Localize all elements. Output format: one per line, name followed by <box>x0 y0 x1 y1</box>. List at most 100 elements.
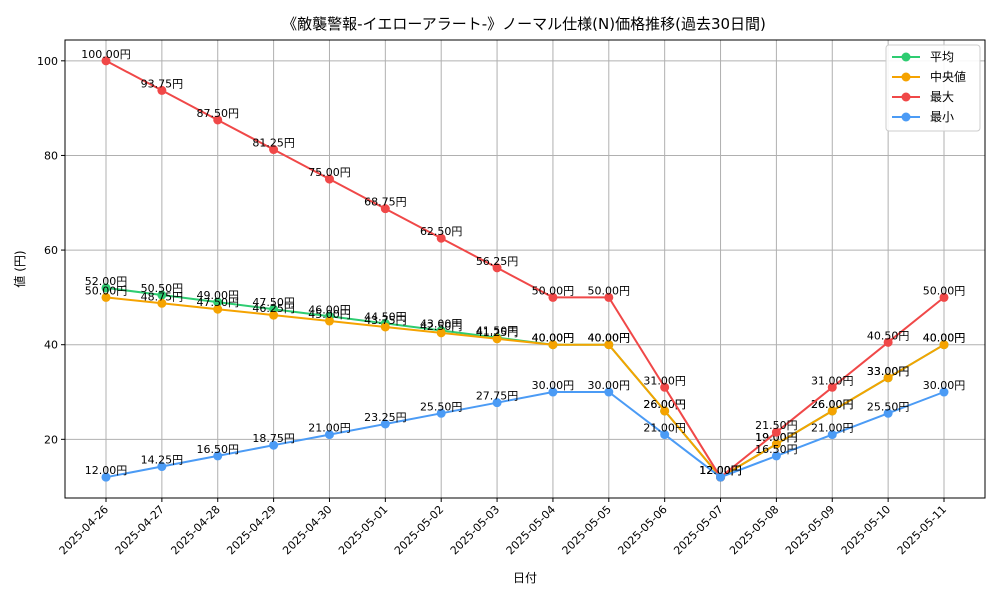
data-point <box>660 382 670 392</box>
data-label: 25.50円 <box>420 400 463 413</box>
series-line <box>105 296 945 479</box>
data-label: 43.75円 <box>364 314 407 327</box>
data-point <box>213 451 223 461</box>
data-label: 40.00円 <box>532 332 575 345</box>
data-label: 93.75円 <box>141 77 184 90</box>
data-label: 12.00円 <box>699 464 742 477</box>
data-point <box>269 145 279 155</box>
data-point <box>324 174 334 184</box>
data-label: 87.50円 <box>196 107 239 120</box>
data-point <box>269 310 279 320</box>
data-point <box>660 430 670 440</box>
data-point <box>492 334 502 344</box>
data-label: 18.75円 <box>252 432 295 445</box>
data-label: 50.00円 <box>532 284 575 297</box>
data-label: 12.00円 <box>85 464 128 477</box>
data-label: 26.00円 <box>811 398 854 411</box>
data-point <box>157 298 167 308</box>
data-point <box>883 408 893 418</box>
data-label: 16.50円 <box>196 443 239 456</box>
data-label: 30.00円 <box>923 379 966 392</box>
data-label: 16.50円 <box>755 443 798 456</box>
data-point <box>604 292 614 302</box>
data-label: 40.00円 <box>532 332 575 345</box>
data-label: 56.25円 <box>476 255 519 268</box>
data-label: 26.00円 <box>643 398 686 411</box>
data-label: 21.00円 <box>811 422 854 435</box>
data-label: 21.50円 <box>755 419 798 432</box>
data-point <box>269 440 279 450</box>
data-label: 25.50円 <box>867 400 910 413</box>
data-label: 48.75円 <box>141 290 184 303</box>
data-point <box>939 387 949 397</box>
data-point <box>157 462 167 472</box>
data-point <box>771 451 781 461</box>
data-label: 81.25円 <box>252 137 295 150</box>
data-point <box>324 316 334 326</box>
data-point <box>157 85 167 95</box>
data-label: 26.00円 <box>643 398 686 411</box>
data-point <box>883 373 893 383</box>
plot-frame <box>64 39 986 499</box>
data-point <box>213 297 223 307</box>
series-3: 12.00円 14.25円 16.50円 18.75円 21.00円 23.25円 25.5… <box>85 379 966 482</box>
data-point <box>492 263 502 273</box>
legend-marker <box>901 52 911 62</box>
data-label: 30.00円 <box>532 379 575 392</box>
data-label: 21.00円 <box>308 422 351 435</box>
data-label: 26.00円 <box>811 398 854 411</box>
data-point <box>939 292 949 302</box>
data-point <box>771 439 781 449</box>
data-point <box>213 304 223 314</box>
data-point <box>548 340 558 350</box>
data-label: 23.25円 <box>364 411 407 424</box>
data-point <box>436 233 446 243</box>
data-point <box>157 290 167 300</box>
data-label: 33.00円 <box>867 365 910 378</box>
data-label: 50.00円 <box>85 284 128 297</box>
data-label: 42.50円 <box>420 320 463 333</box>
legend-box <box>885 44 981 132</box>
data-label: 27.75円 <box>476 390 519 403</box>
data-label: 45.00円 <box>308 308 351 321</box>
series-1: 50.00円 48.75円 47.50円 46.25円 45.00円 43.75円 42.5… <box>85 284 966 482</box>
chart-title: 《敵襲警報-イエローアラート-》ノーマル仕様(N)価格推移(過去30日間) <box>282 15 766 33</box>
data-label: 100.00円 <box>81 48 131 61</box>
data-point <box>101 283 111 293</box>
y-tick-label: 60 <box>44 244 58 257</box>
data-point <box>548 387 558 397</box>
data-point <box>436 408 446 418</box>
legend-marker <box>901 112 911 122</box>
data-point <box>380 322 390 332</box>
legend-marker <box>901 92 911 102</box>
y-tick-label: 80 <box>44 149 58 162</box>
data-label: 47.50円 <box>196 296 239 309</box>
data-point <box>827 382 837 392</box>
data-label: 49.00円 <box>196 289 239 302</box>
data-label: 44.50円 <box>364 310 407 323</box>
data-point <box>771 427 781 437</box>
data-label: 46.25円 <box>252 302 295 315</box>
data-label: 47.50円 <box>252 296 295 309</box>
data-label: 40.00円 <box>923 332 966 345</box>
data-label: 41.50円 <box>476 325 519 338</box>
data-point <box>604 340 614 350</box>
data-point <box>827 430 837 440</box>
data-point <box>548 292 558 302</box>
data-label: 50.00円 <box>588 284 631 297</box>
y-tick-label: 100 <box>37 55 58 68</box>
data-label: 41.25円 <box>476 326 519 339</box>
data-label: 31.00円 <box>811 374 854 387</box>
data-label: 40.00円 <box>923 332 966 345</box>
data-label: 33.00円 <box>867 365 910 378</box>
data-point <box>213 115 223 125</box>
legend-label: 平均 <box>930 50 954 64</box>
data-label: 43.00円 <box>420 318 463 331</box>
legend-marker <box>901 72 911 82</box>
data-label: 40.50円 <box>867 329 910 342</box>
series-line <box>105 391 945 479</box>
x-axis-label: 日付 <box>513 571 537 585</box>
series-2: 100.00円 93.75円 87.50円 81.25円 75.00円 68.75円 62.… <box>81 48 965 482</box>
